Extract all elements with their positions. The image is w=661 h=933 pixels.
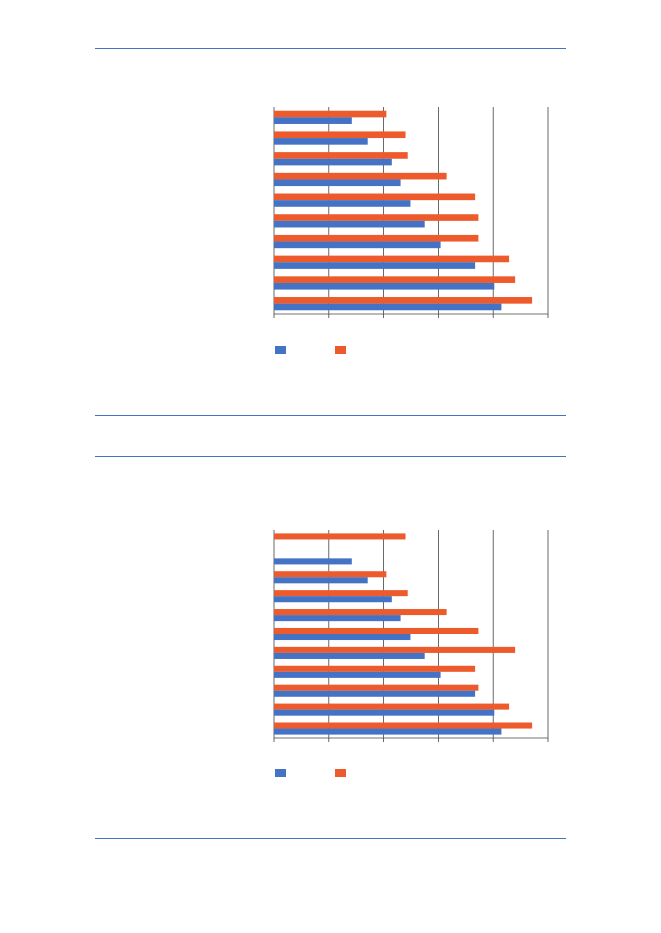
bar xyxy=(274,690,476,697)
bar xyxy=(274,646,516,653)
bar xyxy=(274,179,401,187)
bar xyxy=(274,590,408,597)
bar xyxy=(274,558,352,565)
bar xyxy=(274,303,502,311)
bar xyxy=(274,722,533,729)
bar xyxy=(274,262,476,269)
legend-swatch xyxy=(335,346,346,354)
bar xyxy=(274,627,479,634)
bar xyxy=(274,571,387,578)
bar xyxy=(274,234,479,242)
bar xyxy=(274,282,495,290)
bar xyxy=(274,703,510,710)
bar xyxy=(274,652,425,659)
bar xyxy=(274,220,425,228)
bar xyxy=(274,158,392,166)
bar xyxy=(274,533,406,540)
bar xyxy=(274,297,533,304)
bar xyxy=(274,131,406,139)
legend-swatch xyxy=(335,769,346,777)
bar xyxy=(274,110,387,118)
bar xyxy=(274,684,479,691)
bar xyxy=(274,193,476,201)
bar xyxy=(274,276,516,283)
bar xyxy=(274,634,411,641)
legend-swatch xyxy=(275,769,286,777)
bar xyxy=(274,665,476,672)
bar xyxy=(274,117,352,124)
bar xyxy=(274,172,447,180)
bar xyxy=(274,255,510,263)
bar xyxy=(274,709,495,716)
bar xyxy=(274,200,411,207)
bar xyxy=(274,615,401,622)
bar xyxy=(274,596,392,603)
bar xyxy=(274,609,447,616)
bar xyxy=(274,728,502,735)
bar xyxy=(274,241,441,249)
bar xyxy=(274,577,368,584)
bar xyxy=(274,138,368,145)
bar xyxy=(274,152,408,159)
legend-swatch xyxy=(275,346,286,354)
bar xyxy=(274,671,441,678)
bar xyxy=(274,214,479,221)
